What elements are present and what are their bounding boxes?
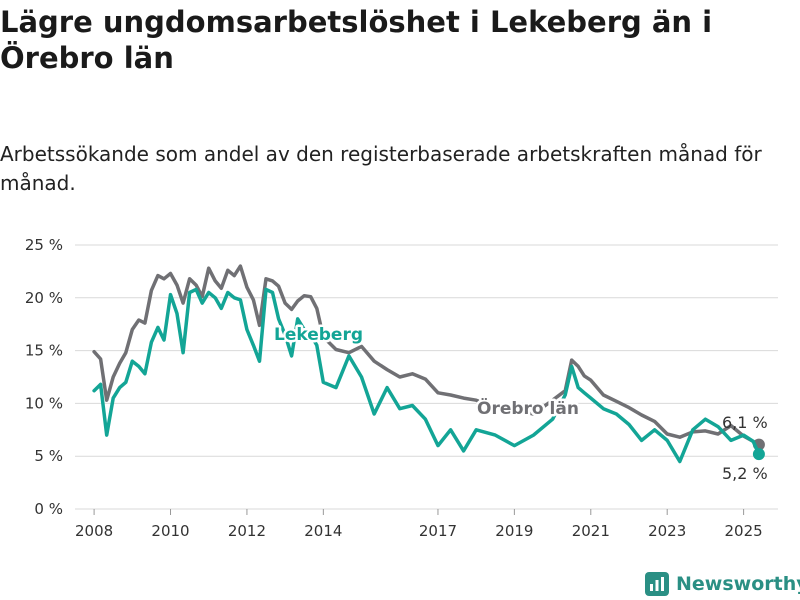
end-label-orebro: 6,1 % <box>722 413 768 432</box>
x-tick-label: 2025 <box>725 522 763 540</box>
y-tick-label: 5 % <box>34 447 63 465</box>
svg-text:Lekeberg: Lekeberg <box>274 325 363 345</box>
y-tick-label: 20 % <box>25 289 63 307</box>
x-tick-label: 2021 <box>572 522 610 540</box>
y-tick-label: 0 % <box>34 500 63 518</box>
x-tick-label: 2008 <box>75 522 113 540</box>
y-tick-label: 25 % <box>25 236 63 254</box>
x-tick-label: 2019 <box>495 522 533 540</box>
end-label-lekeberg: 5,2 % <box>722 464 768 483</box>
chart-subtitle: Arbetssökande som andel av den registerb… <box>0 142 762 195</box>
y-tick-label: 10 % <box>25 394 63 412</box>
x-tick-label: 2023 <box>648 522 686 540</box>
x-axis-ticks: 2008 2010 2012 2014 2017 2019 2021 2023 2025 <box>75 509 763 540</box>
x-tick-label: 2017 <box>419 522 457 540</box>
series-line-orebro <box>92 264 761 447</box>
svg-text:Örebro län: Örebro län <box>477 397 579 419</box>
series-line-lekeberg <box>92 287 761 464</box>
chart-title: Lägre ungdomsarbetslöshet i Lekeberg än … <box>0 5 713 75</box>
newsworthy-logo: Newsworthy <box>645 569 800 599</box>
grid-lines <box>75 244 778 510</box>
y-axis-ticks: 0 % 5 % 10 % 15 % 20 % 25 % <box>25 236 63 518</box>
x-tick-label: 2010 <box>151 522 189 540</box>
bar-chart-icon <box>645 572 669 596</box>
y-tick-label: 15 % <box>25 342 63 360</box>
series-lines <box>92 264 765 464</box>
x-tick-label: 2014 <box>304 522 342 540</box>
x-tick-label: 2012 <box>228 522 266 540</box>
end-point-lekeberg <box>752 448 765 461</box>
svg-text:Lekeberg: Lekeberg <box>274 325 363 345</box>
brand-name: Newsworthy <box>676 573 800 595</box>
svg-text:Örebro län: Örebro län <box>477 397 579 419</box>
